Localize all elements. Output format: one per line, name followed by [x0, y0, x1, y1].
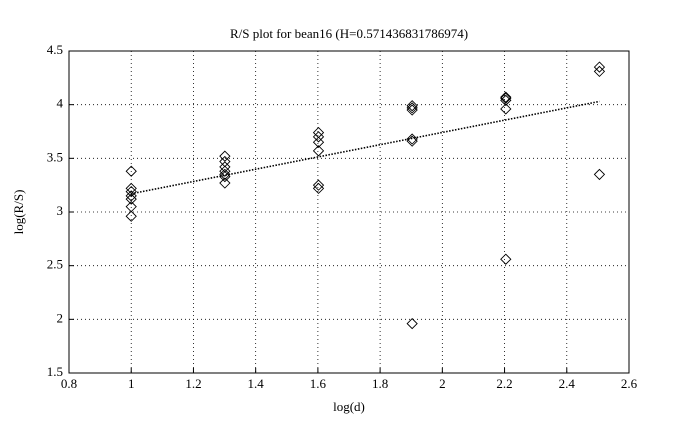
point — [406, 100, 418, 112]
x-tick-label: 1 — [128, 376, 135, 391]
point — [219, 177, 231, 189]
point — [500, 253, 512, 265]
point — [219, 150, 231, 162]
point — [406, 102, 418, 114]
point — [312, 136, 325, 148]
point — [312, 179, 325, 191]
point — [125, 193, 137, 205]
point — [593, 168, 606, 181]
point — [219, 165, 231, 177]
point — [219, 170, 231, 183]
y-tick-label: 2.5 — [47, 257, 63, 272]
point — [500, 103, 512, 115]
point — [125, 210, 137, 222]
x-axis-label: log(d) — [333, 399, 365, 414]
point — [219, 168, 231, 181]
x-tick-label: 1.6 — [310, 376, 327, 391]
point — [312, 182, 325, 195]
fit-line — [131, 100, 600, 195]
point — [312, 126, 325, 139]
point — [500, 91, 512, 103]
point — [406, 133, 418, 145]
point — [593, 65, 606, 78]
point — [125, 185, 137, 198]
point — [125, 190, 137, 202]
y-tick-label: 4.5 — [47, 42, 63, 57]
y-tick-label: 3.5 — [47, 149, 63, 164]
point — [312, 131, 325, 143]
chart-title: R/S plot for bean16 (H=0.571436831786974… — [230, 26, 468, 41]
y-tick-label: 3 — [57, 203, 64, 218]
x-tick-label: 2.6 — [621, 376, 638, 391]
y-axis-label: log(R/S) — [11, 190, 26, 235]
point — [500, 94, 512, 107]
x-tick-label: 1.2 — [185, 376, 201, 391]
x-tick-label: 2.4 — [559, 376, 576, 391]
y-tick-label: 2 — [57, 310, 64, 325]
x-tick-label: 2.2 — [496, 376, 512, 391]
x-tick-label: 2 — [439, 376, 446, 391]
x-tick-label: 1.4 — [248, 376, 265, 391]
point — [406, 104, 418, 116]
point — [406, 317, 418, 330]
point — [593, 61, 606, 73]
plot-frame — [68, 50, 630, 374]
point — [500, 92, 512, 104]
point — [125, 165, 137, 177]
x-tick-label: 0.8 — [61, 376, 77, 391]
y-tick-label: 4 — [57, 96, 64, 111]
y-tick-label: 1.5 — [47, 364, 63, 379]
point — [312, 145, 325, 157]
x-tick-label: 1.8 — [372, 376, 388, 391]
